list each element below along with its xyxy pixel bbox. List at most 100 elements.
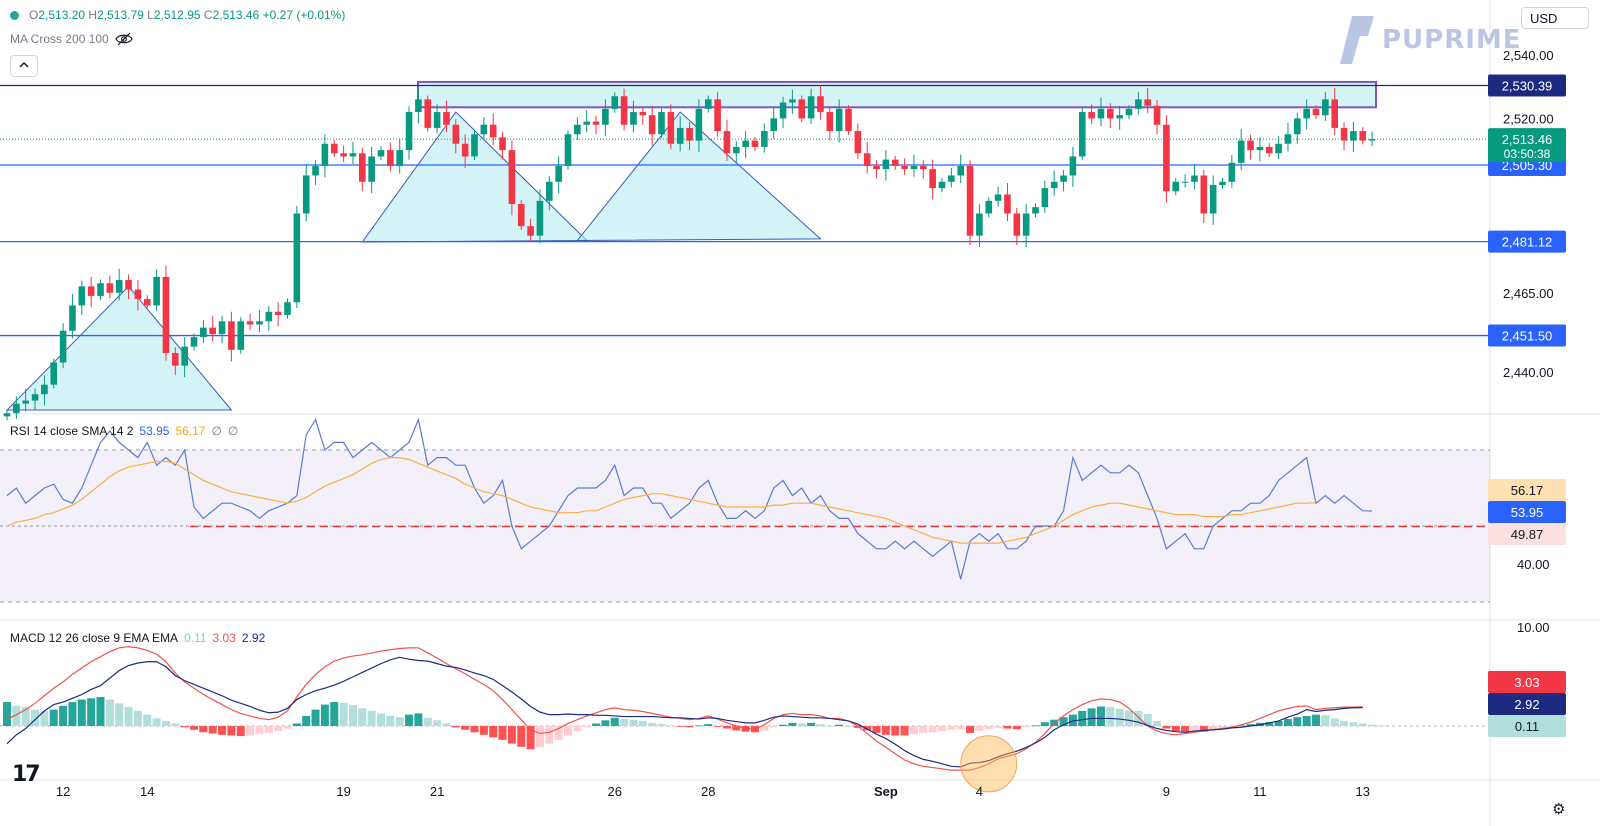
ma-legend[interactable]: MA Cross 200 100 — [10, 32, 133, 46]
rsi-sma-tag — [1488, 479, 1566, 501]
candle-body — [256, 321, 263, 325]
macd-histogram-bar — [1358, 723, 1367, 726]
candles-group — [3, 84, 1376, 421]
tradingview-logo-icon[interactable]: 17 — [12, 762, 41, 787]
macd-histogram-bar — [573, 726, 582, 732]
currency-selector[interactable]: USD — [1521, 7, 1589, 29]
macd-histogram-bar — [1106, 707, 1115, 726]
candle-body — [1256, 146, 1264, 151]
macd-histogram-bar — [1237, 725, 1246, 727]
macd-histogram-bar — [1246, 724, 1255, 726]
candle-body — [368, 156, 375, 182]
high-value: 2,513.79 — [97, 8, 144, 22]
price-line-tag-label: 2,481.12 — [1502, 235, 1553, 250]
candle-body — [1088, 112, 1095, 119]
macd-histogram-bar — [1312, 714, 1320, 726]
macd-histogram-bar — [3, 702, 11, 726]
macd-histogram-bar — [1031, 725, 1040, 727]
macd-histogram-bar — [199, 726, 208, 733]
highlight-circle — [960, 735, 1018, 793]
candle-body — [1181, 181, 1189, 183]
macd-histogram-bar — [1293, 717, 1302, 726]
candle-body — [405, 112, 413, 151]
price-line-tag-label: 2,451.50 — [1502, 329, 1553, 344]
macd-histogram-bar — [891, 726, 900, 736]
candle-body — [648, 115, 656, 135]
candle-body — [499, 137, 506, 151]
open-value: 2,513.20 — [38, 8, 86, 22]
macd-histogram-bar — [414, 713, 423, 726]
candle-body — [611, 96, 619, 109]
candle-body — [807, 96, 815, 119]
chart-pattern-triangle — [5, 285, 233, 411]
macd-value: 3.03 — [212, 631, 236, 645]
macd-histogram-bar — [1181, 726, 1190, 732]
candle-body — [630, 112, 637, 125]
ohlc-values: O2,513.20 H2,513.79 L2,512.95 C2,513.46 … — [29, 8, 345, 22]
close-value: 2,513.46 — [212, 8, 260, 22]
macd-histogram-bar — [1003, 726, 1012, 729]
macd-histogram-bar — [984, 726, 993, 730]
macd-histogram-bar — [1143, 714, 1152, 726]
bar-countdown-label: 03:50:38 — [1504, 147, 1551, 161]
macd-histogram-bar — [339, 702, 348, 726]
macd-histogram-bar — [423, 717, 432, 726]
macd-histogram-bar — [1330, 718, 1339, 726]
last-price-tag — [1488, 128, 1566, 163]
candle-body — [293, 213, 301, 303]
brand-logo: PUPRIME — [1338, 14, 1522, 66]
candle-body — [546, 181, 553, 201]
macd-histogram-bar — [115, 703, 124, 726]
macd-histogram-bar — [638, 720, 647, 726]
eye-off-icon[interactable] — [115, 32, 133, 46]
macd-histogram-bar — [292, 723, 301, 726]
macd-histogram-bar — [666, 725, 675, 727]
candle-body — [508, 150, 516, 204]
macd-histogram-bar — [302, 715, 311, 726]
chevron-up-icon[interactable] — [10, 55, 38, 77]
macd-histogram-bar — [479, 726, 488, 735]
candle-body — [826, 112, 834, 132]
price-line-tag — [1488, 74, 1566, 97]
macd-histogram-bar — [620, 719, 629, 726]
candle-body — [1219, 181, 1226, 185]
candle-body — [480, 124, 488, 135]
macd-histogram-bar — [227, 726, 236, 736]
macd-histogram-bar — [1209, 726, 1218, 730]
macd-histogram-bar — [105, 699, 114, 726]
macd-histogram-bar — [881, 726, 890, 735]
candle-body — [1135, 99, 1142, 109]
macd-histogram-bar — [517, 726, 526, 747]
macd-histogram-bar — [769, 726, 778, 728]
candle-body — [751, 140, 759, 147]
macd-histogram-bar — [1078, 710, 1087, 726]
gear-icon[interactable]: ⚙ — [1552, 801, 1566, 818]
candle-body — [387, 150, 394, 166]
candle-body — [134, 289, 142, 300]
macd-histogram-bar — [68, 702, 77, 726]
macd-histogram-bar — [853, 726, 862, 728]
rsi-value: 53.95 — [139, 424, 170, 438]
price-line-tag — [1488, 324, 1566, 347]
macd-histogram-bar — [311, 709, 320, 726]
macd-histogram-bar — [143, 714, 152, 726]
rsi-sma-line — [6, 457, 1317, 544]
macd-histogram-bar — [87, 698, 96, 726]
macd-histogram-bar — [1190, 726, 1199, 731]
macd-histogram-bar — [77, 699, 86, 726]
candle-body — [13, 403, 20, 414]
candle-body — [742, 140, 749, 147]
macd-histogram-bar — [1059, 717, 1068, 726]
macd-histogram-bar — [190, 726, 198, 730]
macd-histogram-bar — [797, 723, 806, 726]
macd-histogram-bar — [975, 726, 984, 732]
candle-body — [957, 165, 964, 176]
candle-body — [948, 175, 955, 182]
candle-body — [1247, 140, 1254, 151]
macd-histogram-bar — [1153, 720, 1162, 726]
symbol-status-dot — [10, 10, 19, 20]
candle-body — [452, 124, 460, 144]
macd-histogram-bar — [1012, 726, 1021, 730]
high-key: H — [88, 8, 98, 22]
